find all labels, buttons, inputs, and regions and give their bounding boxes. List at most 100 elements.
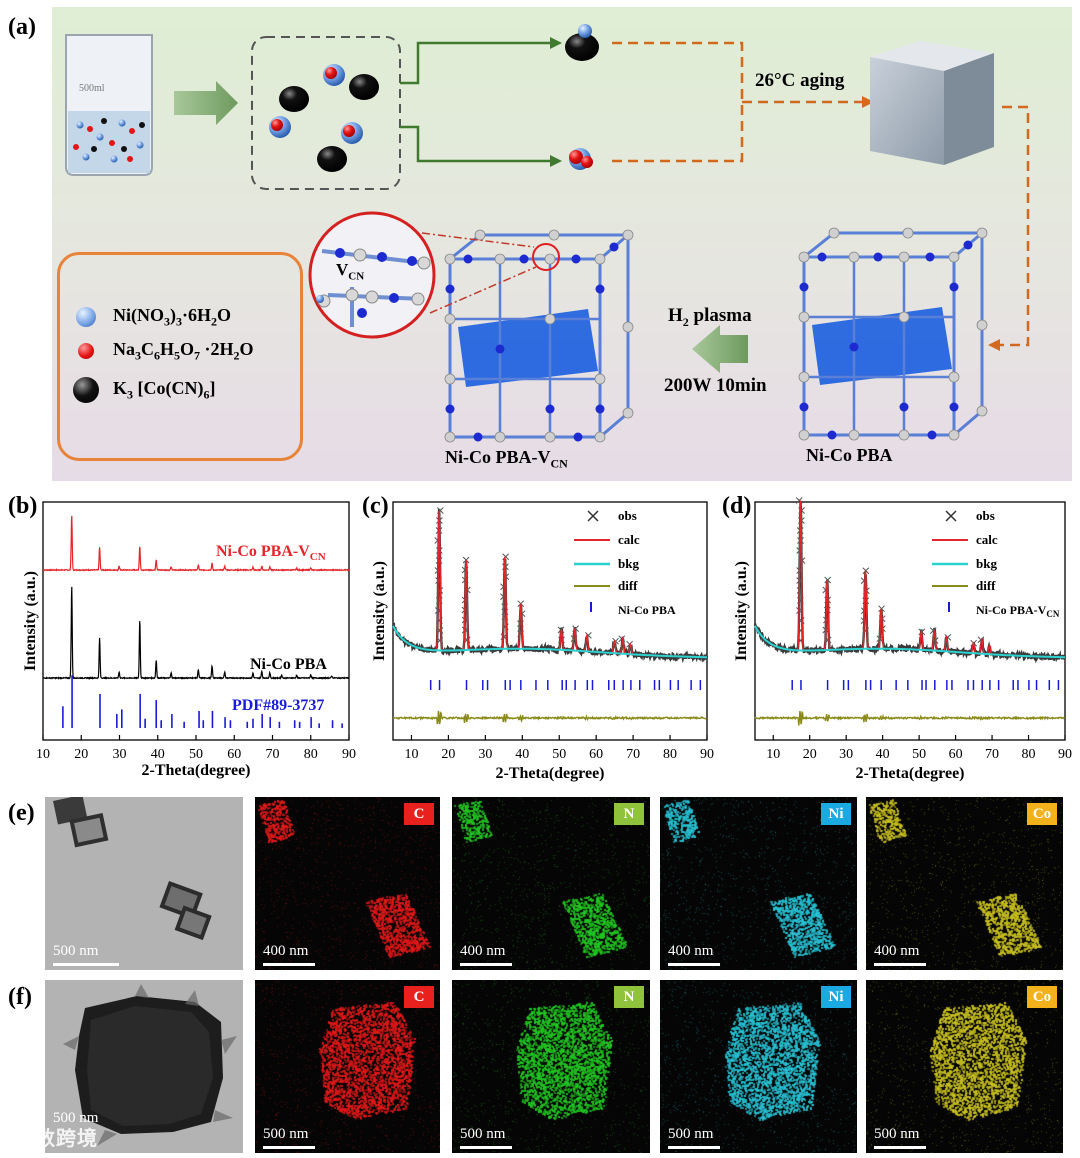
legend-obs-symbol <box>587 510 599 522</box>
scale-bar <box>874 963 926 966</box>
element-map-co: Co 400 nm <box>866 797 1063 970</box>
x-axis-label: 2-Theta(degree) <box>496 765 605 782</box>
aging-label: 26°C aging <box>755 70 845 91</box>
aging-path <box>612 41 1030 347</box>
element-badge: Co <box>1027 803 1057 825</box>
xrd-pattern-0 <box>42 515 350 573</box>
tem-image-f: 500 nm <box>45 980 243 1153</box>
scale-bar <box>263 963 315 966</box>
legend-label-0: Ni(NO3)3·6H2O <box>113 305 232 329</box>
precursor-complexes <box>269 64 379 172</box>
tem-scale-label-f: 500 nm <box>53 1110 99 1126</box>
plot-frame <box>754 501 1066 741</box>
x-tick-label-b: 40 <box>151 747 165 762</box>
element-map-c: C 400 nm <box>255 797 440 970</box>
element-badge: Ni <box>821 986 851 1008</box>
rietveld-chart-c: 10 20 30 40 50 60 70 80 90 2-Theta(degree) Intensi… <box>371 501 714 782</box>
obs-marker <box>435 557 443 564</box>
scale-label: 400 nm <box>460 943 506 959</box>
element-map-pixels <box>866 980 1063 1153</box>
element-map-pixels <box>255 980 440 1153</box>
element-map-ni: Ni 400 nm <box>660 797 857 970</box>
x-tick-label: 10 <box>766 747 780 762</box>
obs-marker <box>502 553 510 561</box>
watermark: 大数跨境 <box>14 1126 98 1150</box>
pba-framework-cube <box>798 227 988 441</box>
plasma-power-label: 200W 10min <box>664 375 767 396</box>
legend-entry-4: Ni-Co PBA <box>618 603 676 617</box>
scale-label: 400 nm <box>874 943 920 959</box>
element-badge: N <box>614 803 644 825</box>
x-tick-label: 80 <box>1022 747 1036 762</box>
scale-label: 400 nm <box>263 943 309 959</box>
scale-label: 500 nm <box>668 1126 714 1142</box>
panel-label-a: (a) <box>8 14 36 40</box>
legend-ball-0 <box>76 307 96 327</box>
legend-obs-symbol <box>945 510 957 522</box>
obs-marker <box>500 633 508 641</box>
y-axis-label: Intensity (a.u.) <box>733 561 750 661</box>
legend-entry-4: Ni-Co PBA-VCN <box>976 603 1060 619</box>
element-map-pixels <box>452 797 650 970</box>
legend-ball-1 <box>78 343 94 359</box>
legend-entry-3: diff <box>976 578 996 593</box>
schematic-panel: 500ml <box>52 7 1072 481</box>
legend-label-1: Na3C6H5O7 ·2H2O <box>113 339 254 363</box>
x-tick-label: 30 <box>478 747 492 762</box>
x-tick-label: 70 <box>626 747 640 762</box>
cobalt-complex-ball <box>565 33 599 61</box>
element-badge: Co <box>1027 986 1057 1008</box>
x-tick-label-b: 60 <box>227 747 241 762</box>
element-map-pixels <box>255 797 440 970</box>
element-map-pixels <box>452 980 650 1153</box>
scale-bar <box>460 963 512 966</box>
plot-frame <box>392 501 708 741</box>
plasma-arrow <box>692 325 748 373</box>
panel-label-b: (b) <box>8 493 38 519</box>
x-tick-label-b: 50 <box>189 747 203 762</box>
element-map-pixels <box>660 980 857 1153</box>
vacancy-label: VCN <box>336 260 365 283</box>
element-map-pixels <box>660 797 857 970</box>
element-map-c: C 500 nm <box>255 980 440 1153</box>
series-label-pba: Ni-Co PBA <box>250 656 327 673</box>
x-tick-label: 20 <box>803 747 817 762</box>
x-tick-label: 50 <box>912 747 926 762</box>
series-label-pdf: PDF#89-3737 <box>232 697 324 714</box>
legend-entry-2: bkg <box>618 556 639 571</box>
scale-label: 400 nm <box>668 943 714 959</box>
x-tick-label-b: 90 <box>342 747 356 762</box>
beaker <box>65 34 153 176</box>
obs-marker <box>463 636 471 644</box>
x-tick-label: 60 <box>589 747 603 762</box>
element-badge: C <box>404 803 434 825</box>
pba-cube-title: Ni-Co PBA <box>806 445 893 465</box>
scale-bar <box>668 963 720 966</box>
x-tick-label-b: 10 <box>36 747 50 762</box>
x-tick-label-b: 80 <box>304 747 318 762</box>
x-tick-label: 80 <box>663 747 677 762</box>
y-axis-label-b: Intensity (a.u.) <box>22 571 39 671</box>
tem-scale-bar-e <box>53 963 119 966</box>
background-curve <box>754 625 1065 659</box>
legend-entry-0: obs <box>976 508 995 523</box>
xrd-chart-b: 10 20 30 40 50 60 70 80 90 2-Theta(degree) Intensi… <box>22 501 356 779</box>
plasma-gas-label: H2 plasma <box>668 305 752 329</box>
panel-label-f: (f) <box>8 984 32 1010</box>
split-arrows <box>400 41 550 163</box>
rietveld-chart-d: 10 20 30 40 50 60 70 80 90 2-Theta(degree) Intensi… <box>733 497 1072 782</box>
scale-label: 500 nm <box>263 1126 309 1142</box>
scale-label: 500 nm <box>460 1126 506 1142</box>
pba-vcn-framework-cube <box>444 229 634 443</box>
panel-label-c: (c) <box>362 493 389 519</box>
mix-arrow <box>174 81 238 125</box>
x-tick-label: 90 <box>1058 747 1072 762</box>
scale-label: 500 nm <box>874 1126 920 1142</box>
x-tick-label-b: 20 <box>74 747 88 762</box>
beaker-volume-label: 500ml <box>79 83 105 94</box>
background-curve <box>392 625 707 659</box>
x-tick-label: 20 <box>441 747 455 762</box>
obs-marker <box>436 507 444 514</box>
tem-image-e: 500 nm <box>45 797 243 970</box>
element-map-ni: Ni 500 nm <box>660 980 857 1153</box>
